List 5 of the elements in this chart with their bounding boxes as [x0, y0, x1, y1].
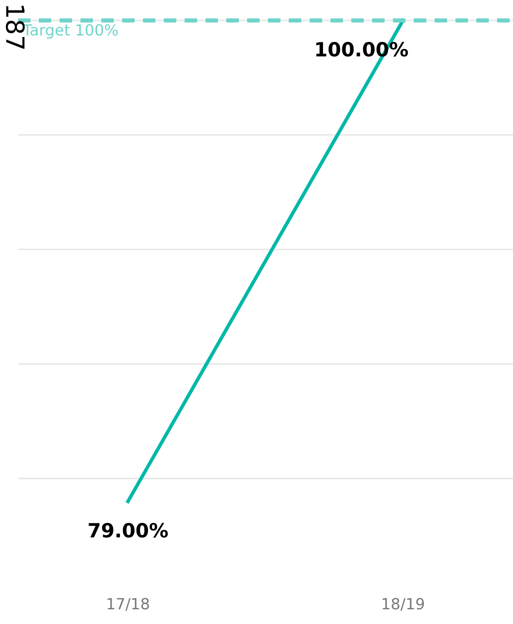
ref-line-label: Target 100% [22, 24, 118, 39]
x-tick-label: 18/19 [382, 598, 424, 611]
annotation: 187 [6, 6, 25, 49]
x-tick-label: 17/18 [108, 598, 149, 611]
data-label: 79.00% [88, 522, 168, 538]
